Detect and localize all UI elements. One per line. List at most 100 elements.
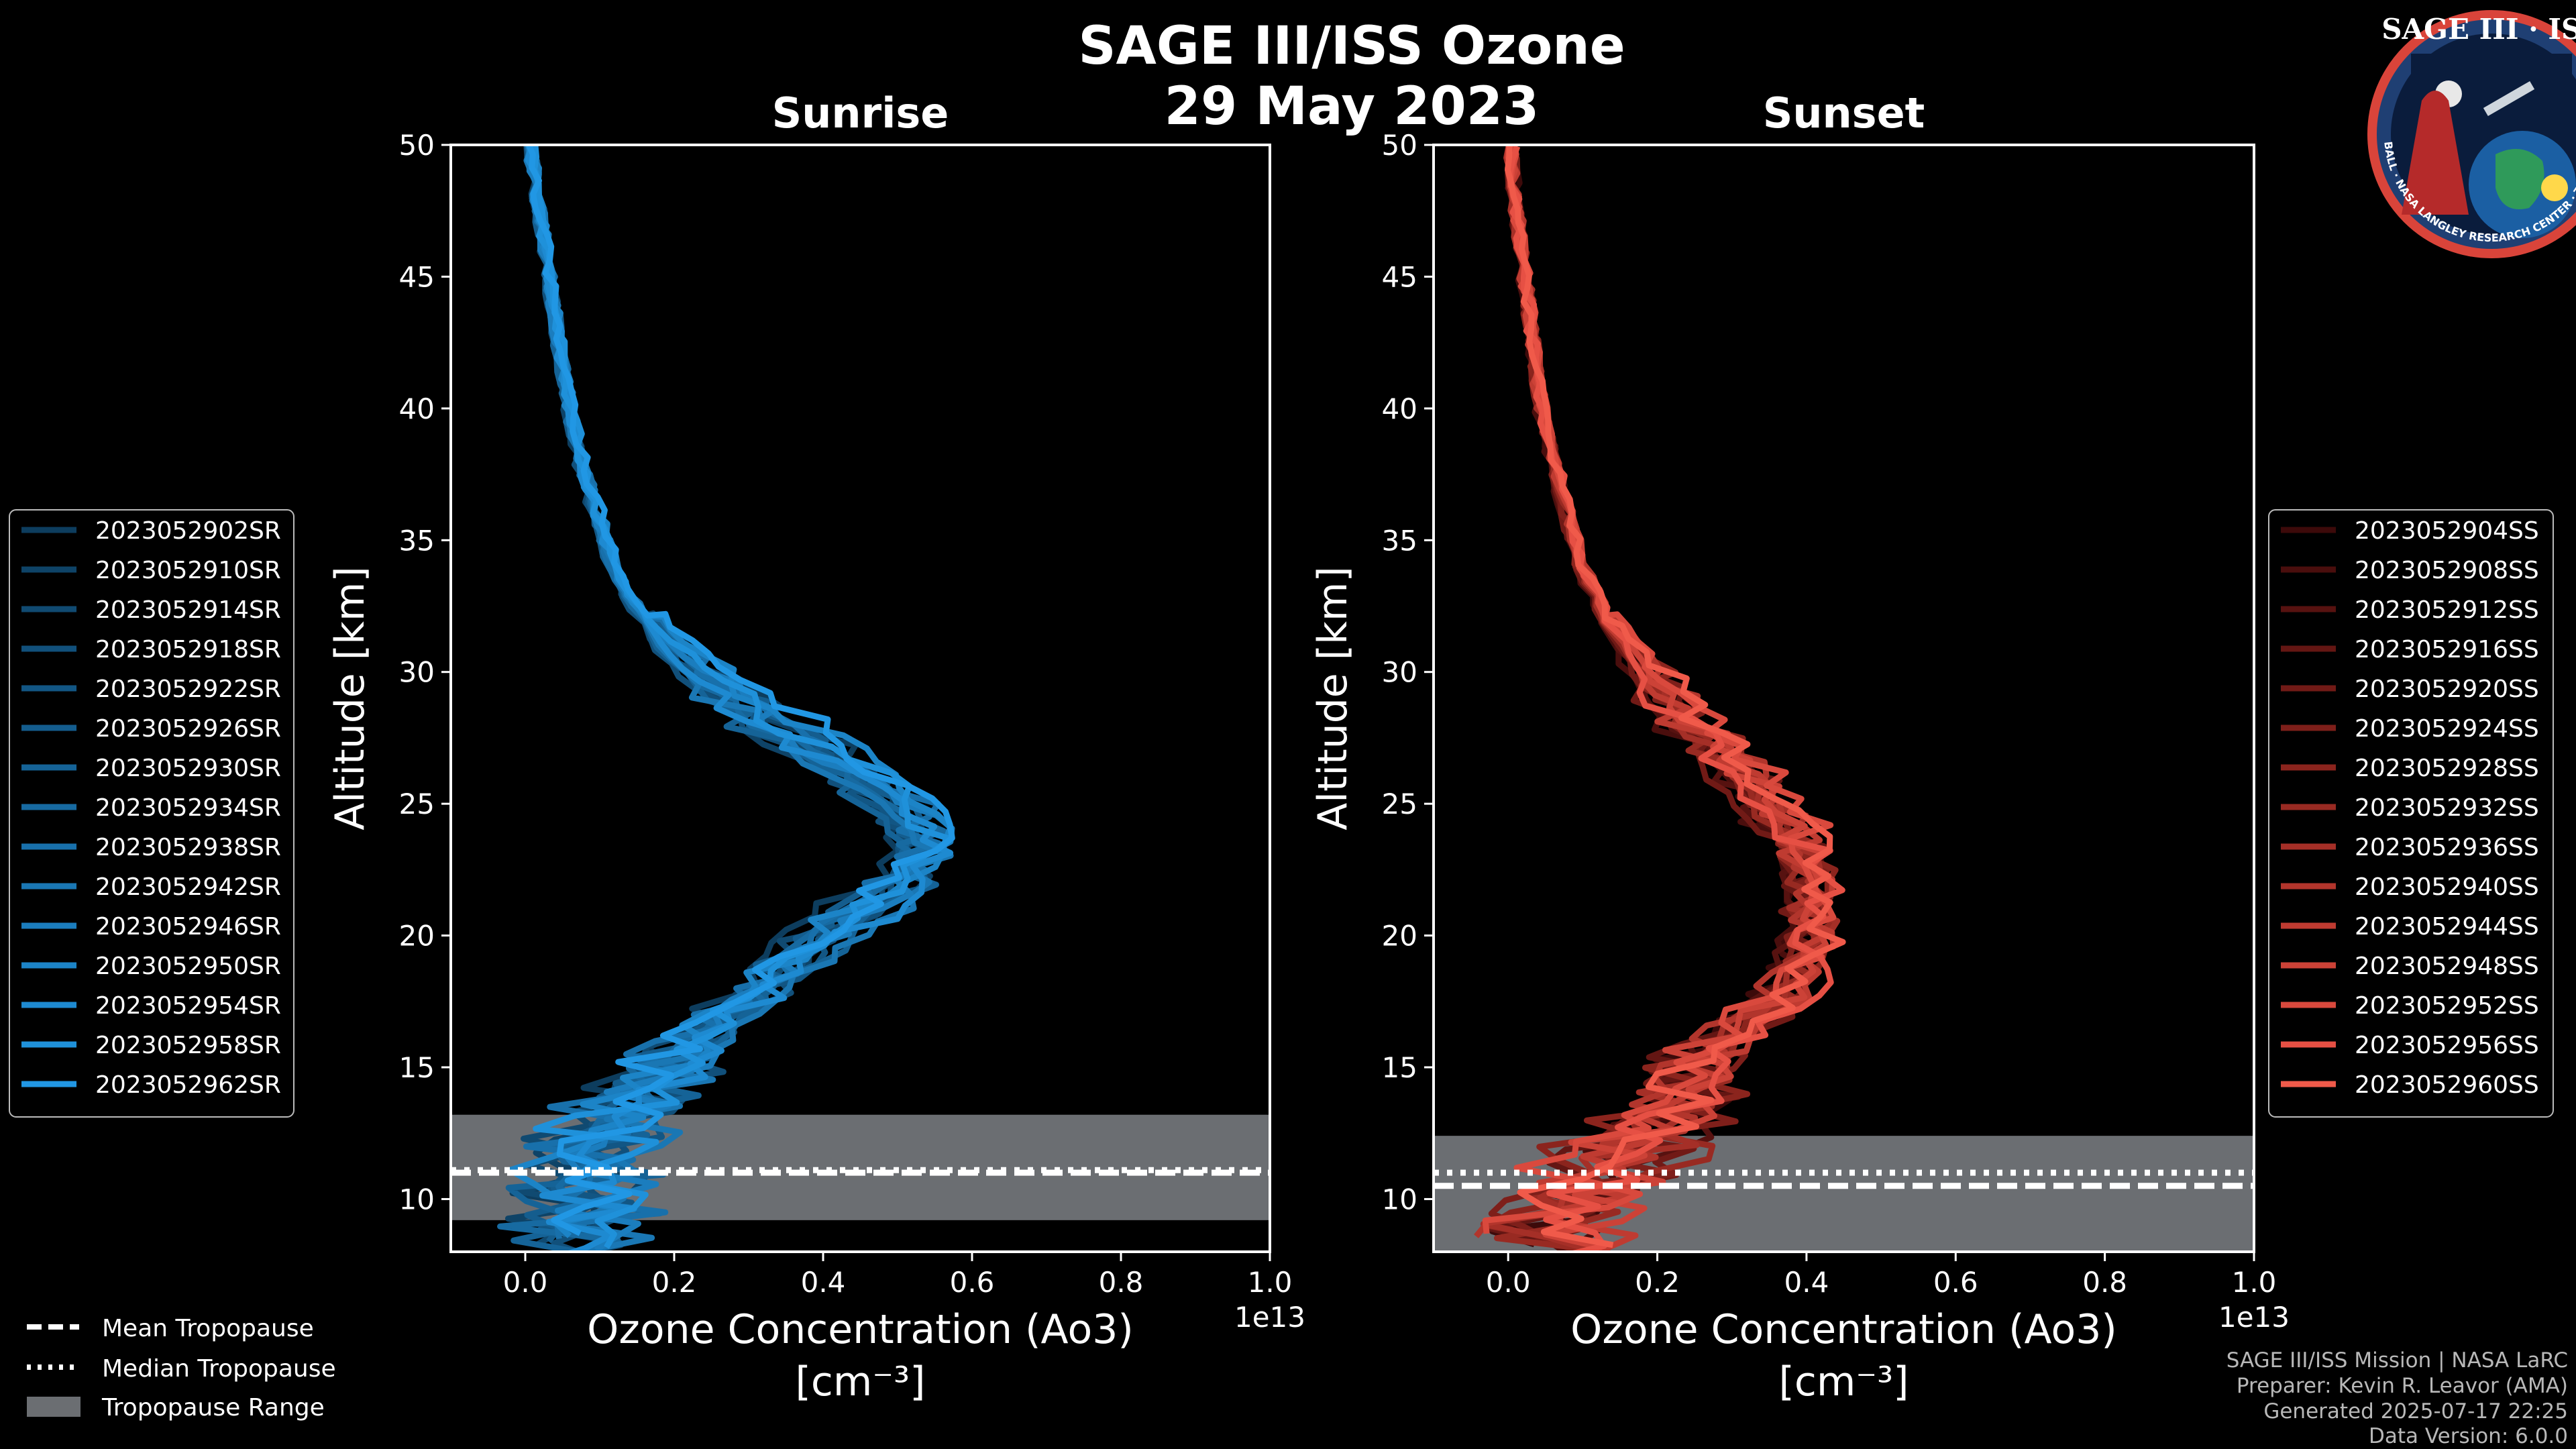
logo-title: SAGE III · ISS — [2381, 13, 2576, 46]
legend-box — [9, 509, 294, 1118]
mean-tropopause-legend-label: Mean Tropopause — [102, 1315, 314, 1342]
y-tick-label: 35 — [399, 524, 435, 557]
x-tick-label: 0.6 — [1933, 1266, 1978, 1299]
logo-iss — [2483, 80, 2535, 117]
legend-label: 2023052960SS — [2355, 1071, 2539, 1099]
x-axis-label: Ozone Concentration (Ao3) — [587, 1306, 1134, 1353]
x-tick-label: 1.0 — [1248, 1266, 1293, 1299]
y-axis-label: Altitude [km] — [327, 566, 374, 830]
figure-title-line1: SAGE III/ISS Ozone — [1078, 16, 1625, 76]
y-tick-label: 50 — [1382, 129, 1417, 162]
logo-sun — [2541, 174, 2568, 201]
legend-label: 2023052930SR — [95, 755, 281, 782]
sunrise-legend: 2023052902SR 2023052910SR 2023052914SR 2023… — [9, 509, 294, 1118]
y-tick-label: 40 — [1382, 392, 1417, 425]
x-axis-label: Ozone Concentration (Ao3) — [1570, 1306, 2117, 1353]
median-tropopause-legend-label: Median Tropopause — [102, 1355, 336, 1383]
x-axis-units: [cm⁻³] — [1779, 1358, 1909, 1405]
y-tick-label: 45 — [1382, 260, 1417, 293]
footer-credits: SAGE III/ISS Mission | NASA LaRC Prepare… — [2226, 1348, 2568, 1448]
x-tick-label: 0.0 — [1486, 1266, 1531, 1299]
series-line-2023052958SR — [531, 145, 953, 1249]
x-offset-text: 1e13 — [2218, 1301, 2290, 1334]
series-line-2023052960SS — [1505, 145, 1846, 1248]
legend-label: 2023052948SS — [2355, 953, 2539, 980]
legend-label: 2023052920SS — [2355, 676, 2539, 703]
y-tick-label: 15 — [399, 1051, 435, 1084]
x-tick-label: 0.6 — [950, 1266, 995, 1299]
legend-label: 2023052956SS — [2355, 1032, 2539, 1059]
legend-box — [2268, 509, 2554, 1118]
legend-label: 2023052916SS — [2355, 636, 2539, 663]
series-line-2023052962SR — [525, 145, 955, 1236]
legend-label: 2023052914SR — [95, 596, 281, 624]
y-tick-label: 25 — [399, 788, 435, 820]
legend-label: 2023052950SR — [95, 953, 281, 980]
y-tick-label: 15 — [1382, 1051, 1417, 1084]
x-tick-label: 0.2 — [652, 1266, 697, 1299]
legend-label: 2023052902SR — [95, 517, 281, 545]
plot-frame — [449, 144, 1271, 1253]
y-tick-label: 30 — [1382, 656, 1417, 689]
legend-label: 2023052934SR — [95, 794, 281, 822]
legend-label: 2023052924SS — [2355, 715, 2539, 743]
y-tick-label: 10 — [399, 1183, 435, 1216]
legend-label: 2023052954SR — [95, 992, 281, 1020]
x-tick-label: 0.8 — [2082, 1266, 2127, 1299]
footer-version: Data Version: 6.0.0 — [2369, 1424, 2568, 1448]
y-tick-label: 40 — [399, 392, 435, 425]
x-tick-label: 0.4 — [1784, 1266, 1829, 1299]
y-tick-label: 10 — [1382, 1183, 1417, 1216]
y-tick-label: 20 — [1382, 920, 1417, 953]
footer-mission: SAGE III/ISS Mission | NASA LaRC — [2226, 1348, 2568, 1373]
y-tick-label: 20 — [399, 920, 435, 953]
x-tick-label: 1.0 — [2232, 1266, 2277, 1299]
legend-label: 2023052932SS — [2355, 794, 2539, 822]
y-tick-label: 45 — [399, 260, 435, 293]
legend-label: 2023052946SR — [95, 913, 281, 941]
legend-label: 2023052962SR — [95, 1071, 281, 1099]
legend-label: 2023052926SR — [95, 715, 281, 743]
legend-label: 2023052938SR — [95, 834, 281, 861]
tropopause-legend: Mean Tropopause Median Tropopause Tropop… — [27, 1315, 336, 1421]
x-offset-text: 1e13 — [1234, 1301, 1305, 1334]
legend-label: 2023052910SR — [95, 557, 281, 584]
sunrise-panel: 0.0 0.2 0.4 0.6 0.8 1.0 10 15 20 25 30 35 40 45 50 1e13… — [327, 89, 1305, 1405]
logo-astronomer — [2402, 91, 2469, 215]
profile-lines — [1474, 145, 1846, 1252]
legend-label: 2023052942SR — [95, 873, 281, 901]
legend-label: 2023052904SS — [2355, 517, 2539, 545]
tropopause-range-legend-label: Tropopause Range — [101, 1394, 325, 1421]
series-line-2023052954SR — [525, 146, 954, 1252]
footer-generated: Generated 2025-07-17 22:25 — [2263, 1399, 2568, 1424]
legend-label: 2023052952SS — [2355, 992, 2539, 1020]
y-axis-label: Altitude [km] — [1309, 566, 1356, 830]
x-tick-label: 0.0 — [503, 1266, 548, 1299]
x-tick-label: 0.2 — [1635, 1266, 1680, 1299]
panel-title: Sunrise — [772, 89, 949, 138]
legend-label: 2023052940SS — [2355, 873, 2539, 901]
legend-label: 2023052944SS — [2355, 913, 2539, 941]
figure-title-line2: 29 May 2023 — [1165, 76, 1540, 137]
footer-preparer: Preparer: Kevin R. Leavor (AMA) — [2237, 1374, 2568, 1398]
legend-label: 2023052922SR — [95, 676, 281, 703]
profile-lines — [497, 145, 955, 1252]
sage-iss-logo: SAGE III · ISS BALL · NASA LANGLEY RESEA… — [2367, 10, 2576, 258]
x-tick-label: 0.8 — [1099, 1266, 1144, 1299]
series-line-2023052956SS — [1507, 145, 1845, 1252]
legend-label: 2023052936SS — [2355, 834, 2539, 861]
panel-title: Sunset — [1763, 89, 1925, 138]
y-tick-label: 30 — [399, 656, 435, 689]
x-tick-label: 0.4 — [801, 1266, 846, 1299]
y-tick-label: 35 — [1382, 524, 1417, 557]
legend-label: 2023052958SR — [95, 1032, 281, 1059]
y-tick-label: 25 — [1382, 788, 1417, 820]
y-tick-label: 50 — [399, 129, 435, 162]
legend-label: 2023052918SR — [95, 636, 281, 663]
sunset-panel: 0.0 0.2 0.4 0.6 0.8 1.0 10 15 20 25 30 35 40 45 50 1e13… — [1309, 89, 2290, 1405]
legend-label: 2023052928SS — [2355, 755, 2539, 782]
plot-frame — [1432, 144, 2255, 1253]
legend-label: 2023052908SS — [2355, 557, 2539, 584]
tropopause-range-legend-swatch — [27, 1397, 80, 1417]
